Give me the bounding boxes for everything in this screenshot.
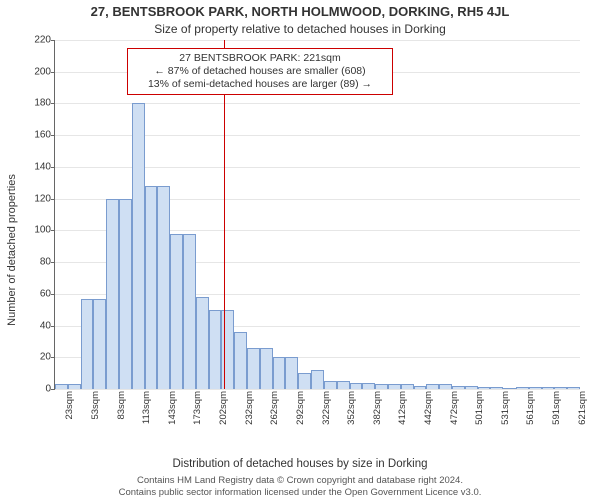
grid-line bbox=[55, 40, 580, 41]
histogram-bar bbox=[234, 332, 247, 389]
ytick-label: 40 bbox=[40, 320, 51, 331]
histogram-bar bbox=[183, 234, 196, 389]
ytick-label: 200 bbox=[34, 66, 51, 77]
xtick-label: 143sqm bbox=[167, 391, 178, 425]
ytick-mark bbox=[51, 389, 55, 390]
histogram-bar bbox=[426, 384, 439, 389]
ytick-mark bbox=[51, 103, 55, 104]
ytick-mark bbox=[51, 135, 55, 136]
histogram-bar bbox=[350, 383, 363, 389]
xtick-label: 53sqm bbox=[90, 391, 101, 420]
xtick-label: 531sqm bbox=[500, 391, 511, 425]
histogram-bar bbox=[196, 297, 209, 389]
xtick-label: 412sqm bbox=[397, 391, 408, 425]
ytick-mark bbox=[51, 40, 55, 41]
ytick-mark bbox=[51, 230, 55, 231]
chart-title-sub: Size of property relative to detached ho… bbox=[0, 22, 600, 36]
histogram-bar bbox=[81, 299, 94, 389]
ytick-mark bbox=[51, 326, 55, 327]
callout-line: ← 87% of detached houses are smaller (60… bbox=[134, 65, 386, 78]
histogram-bar bbox=[554, 387, 567, 389]
xtick-label: 442sqm bbox=[423, 391, 434, 425]
histogram-bar bbox=[298, 373, 311, 389]
ytick-label: 220 bbox=[34, 35, 51, 46]
histogram-bar bbox=[55, 384, 68, 389]
ytick-mark bbox=[51, 167, 55, 168]
chart-footer: Contains HM Land Registry data © Crown c… bbox=[0, 475, 600, 498]
histogram-bar bbox=[478, 387, 491, 389]
histogram-bar bbox=[362, 383, 375, 389]
xtick-label: 23sqm bbox=[64, 391, 75, 420]
xtick-label: 621sqm bbox=[577, 391, 588, 425]
histogram-bar bbox=[490, 387, 503, 389]
xtick-label: 202sqm bbox=[218, 391, 229, 425]
histogram-bar bbox=[401, 384, 414, 389]
ytick-mark bbox=[51, 262, 55, 263]
xtick-label: 322sqm bbox=[321, 391, 332, 425]
histogram-bar bbox=[132, 103, 145, 389]
xtick-label: 501sqm bbox=[474, 391, 485, 425]
xtick-label: 173sqm bbox=[192, 391, 203, 425]
xtick-label: 113sqm bbox=[141, 391, 152, 424]
histogram-bar bbox=[542, 387, 555, 389]
xtick-label: 352sqm bbox=[346, 391, 357, 425]
xtick-label: 292sqm bbox=[295, 391, 306, 425]
histogram-bar bbox=[145, 186, 158, 389]
histogram-bar bbox=[285, 357, 298, 389]
histogram-bar bbox=[567, 387, 580, 389]
histogram-bar bbox=[273, 357, 286, 389]
histogram-bar bbox=[465, 386, 478, 389]
histogram-bar bbox=[388, 384, 401, 389]
histogram-bar bbox=[157, 186, 170, 389]
histogram-bar bbox=[170, 234, 183, 389]
footer-line-1: Contains HM Land Registry data © Crown c… bbox=[0, 475, 600, 486]
histogram-bar bbox=[452, 386, 465, 389]
xtick-label: 382sqm bbox=[372, 391, 383, 425]
histogram-bar bbox=[260, 348, 273, 389]
histogram-bar bbox=[106, 199, 119, 389]
xtick-label: 472sqm bbox=[449, 391, 460, 425]
ytick-mark bbox=[51, 294, 55, 295]
ytick-label: 60 bbox=[40, 288, 51, 299]
callout-line: 27 BENTSBROOK PARK: 221sqm bbox=[134, 52, 386, 65]
ytick-label: 120 bbox=[34, 193, 51, 204]
chart-container: 27, BENTSBROOK PARK, NORTH HOLMWOOD, DOR… bbox=[0, 0, 600, 500]
footer-line-2: Contains public sector information licen… bbox=[0, 487, 600, 498]
xtick-label: 262sqm bbox=[269, 391, 280, 425]
ytick-label: 0 bbox=[45, 384, 51, 395]
histogram-bar bbox=[119, 199, 132, 389]
ytick-label: 160 bbox=[34, 130, 51, 141]
histogram-bar bbox=[247, 348, 260, 389]
xtick-label: 232sqm bbox=[244, 391, 255, 425]
x-axis-title: Distribution of detached houses by size … bbox=[0, 458, 600, 470]
histogram-bar bbox=[311, 370, 324, 389]
histogram-bar bbox=[68, 384, 81, 389]
ytick-label: 180 bbox=[34, 98, 51, 109]
ytick-mark bbox=[51, 357, 55, 358]
chart-title-main: 27, BENTSBROOK PARK, NORTH HOLMWOOD, DOR… bbox=[0, 4, 600, 19]
ytick-label: 80 bbox=[40, 257, 51, 268]
xtick-label: 561sqm bbox=[525, 391, 536, 425]
plot-area: 02040608010012014016018020022023sqm53sqm… bbox=[54, 40, 580, 390]
histogram-bar bbox=[439, 384, 452, 389]
callout-line: 13% of semi-detached houses are larger (… bbox=[134, 78, 386, 91]
ytick-label: 100 bbox=[34, 225, 51, 236]
histogram-bar bbox=[324, 381, 337, 389]
histogram-bar bbox=[414, 386, 427, 389]
ytick-label: 20 bbox=[40, 352, 51, 363]
xtick-label: 83sqm bbox=[116, 391, 127, 420]
xtick-label: 591sqm bbox=[551, 391, 562, 425]
ytick-label: 140 bbox=[34, 161, 51, 172]
histogram-bar bbox=[529, 387, 542, 389]
ytick-mark bbox=[51, 72, 55, 73]
histogram-bar bbox=[375, 384, 388, 389]
histogram-bar bbox=[209, 310, 222, 389]
ytick-mark bbox=[51, 199, 55, 200]
histogram-bar bbox=[337, 381, 350, 389]
histogram-bar bbox=[516, 387, 529, 389]
callout-box: 27 BENTSBROOK PARK: 221sqm← 87% of detac… bbox=[127, 48, 393, 95]
histogram-bar bbox=[93, 299, 106, 389]
histogram-bar bbox=[503, 388, 516, 389]
y-axis-label: Number of detached properties bbox=[6, 174, 18, 326]
